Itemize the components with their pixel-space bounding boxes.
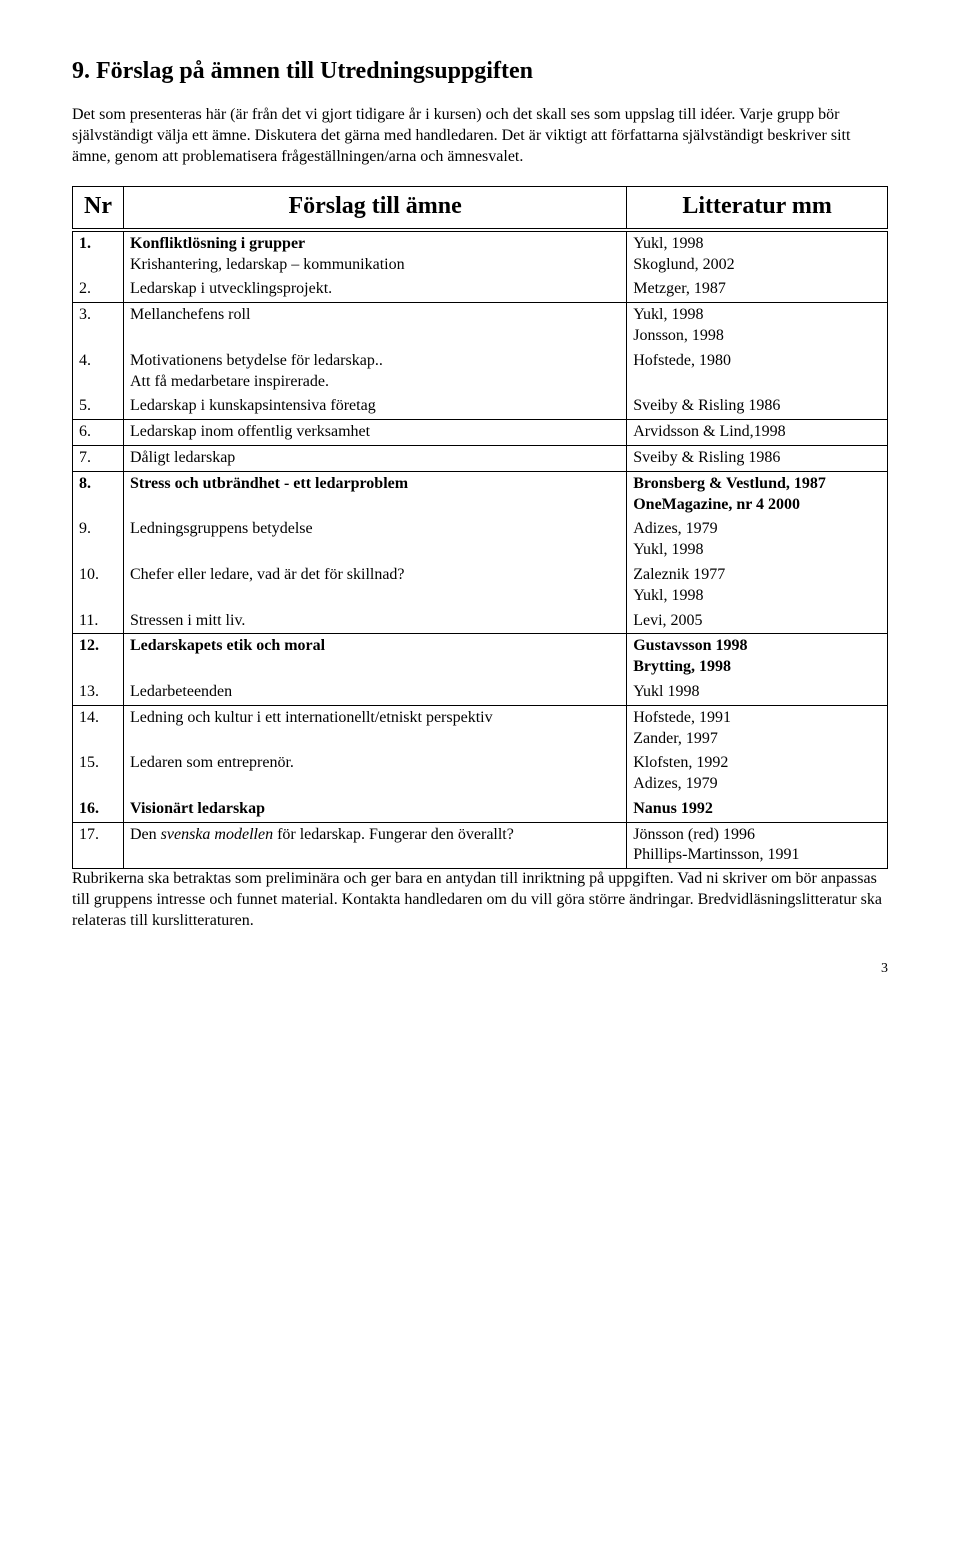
table-row: 14.Ledning och kultur i ett internatione… (73, 705, 888, 751)
table-row: 2.Ledarskap i utvecklingsprojekt.Metzger… (73, 277, 888, 302)
col-header-lit: Litteratur mm (627, 186, 888, 230)
table-row: 15.Ledaren som entreprenör.Klofsten, 199… (73, 751, 888, 797)
cell-literature: Nanus 1992 (627, 797, 888, 822)
cell-nr: 16. (73, 797, 124, 822)
cell-literature: Adizes, 1979Yukl, 1998 (627, 517, 888, 563)
cell-topic: Chefer eller ledare, vad är det för skil… (124, 563, 627, 609)
table-row: 13.LedarbeteendenYukl 1998 (73, 680, 888, 705)
table-row: 7.Dåligt ledarskapSveiby & Risling 1986 (73, 445, 888, 471)
cell-literature: Sveiby & Risling 1986 (627, 445, 888, 471)
table-row: 10.Chefer eller ledare, vad är det för s… (73, 563, 888, 609)
cell-topic: Konfliktlösning i grupperKrishantering, … (124, 230, 627, 278)
cell-literature: Metzger, 1987 (627, 277, 888, 302)
cell-nr: 10. (73, 563, 124, 609)
table-row: 1.Konfliktlösning i grupperKrishantering… (73, 230, 888, 278)
table-row: 16.Visionärt ledarskapNanus 1992 (73, 797, 888, 822)
topics-table: Nr Förslag till ämne Litteratur mm 1.Kon… (72, 186, 888, 870)
cell-literature: Yukl, 1998Jonsson, 1998 (627, 303, 888, 349)
cell-literature: Sveiby & Risling 1986 (627, 394, 888, 419)
cell-nr: 14. (73, 705, 124, 751)
cell-literature: Zaleznik 1977Yukl, 1998 (627, 563, 888, 609)
cell-literature: Levi, 2005 (627, 609, 888, 634)
cell-topic: Mellanchefens roll (124, 303, 627, 349)
cell-topic: Ledarskap inom offentlig verksamhet (124, 420, 627, 446)
cell-literature: Arvidsson & Lind,1998 (627, 420, 888, 446)
cell-nr: 3. (73, 303, 124, 349)
table-row: 4.Motivationens betydelse för ledarskap.… (73, 349, 888, 395)
cell-topic: Den svenska modellen för ledarskap. Fung… (124, 822, 627, 869)
cell-nr: 11. (73, 609, 124, 634)
table-row: 8.Stress och utbrändhet - ett ledarprobl… (73, 471, 888, 517)
cell-literature: Jönsson (red) 1996Phillips-Martinsson, 1… (627, 822, 888, 869)
table-row: 12.Ledarskapets etik och moralGustavsson… (73, 634, 888, 680)
cell-nr: 6. (73, 420, 124, 446)
cell-topic: Stress och utbrändhet - ett ledarproblem (124, 471, 627, 517)
cell-literature: Klofsten, 1992Adizes, 1979 (627, 751, 888, 797)
cell-topic: Ledarskap i kunskapsintensiva företag (124, 394, 627, 419)
cell-nr: 8. (73, 471, 124, 517)
cell-nr: 15. (73, 751, 124, 797)
intro-paragraph: Det som presenteras här (är från det vi … (72, 105, 888, 167)
cell-nr: 5. (73, 394, 124, 419)
cell-literature: Hofstede, 1980 (627, 349, 888, 395)
cell-topic: Ledaren som entreprenör. (124, 751, 627, 797)
cell-nr: 17. (73, 822, 124, 869)
cell-nr: 4. (73, 349, 124, 395)
cell-topic: Visionärt ledarskap (124, 797, 627, 822)
col-header-topic: Förslag till ämne (124, 186, 627, 230)
cell-topic: Ledarskapets etik och moral (124, 634, 627, 680)
page-number: 3 (72, 960, 888, 978)
col-header-nr: Nr (73, 186, 124, 230)
cell-literature: Gustavsson 1998Brytting, 1998 (627, 634, 888, 680)
cell-literature: Hofstede, 1991Zander, 1997 (627, 705, 888, 751)
cell-topic: Motivationens betydelse för ledarskap..A… (124, 349, 627, 395)
cell-literature: Bronsberg & Vestlund, 1987OneMagazine, n… (627, 471, 888, 517)
cell-nr: 13. (73, 680, 124, 705)
document-title: 9. Förslag på ämnen till Utredningsuppgi… (72, 56, 888, 87)
cell-nr: 7. (73, 445, 124, 471)
cell-nr: 12. (73, 634, 124, 680)
table-row: 3.Mellanchefens rollYukl, 1998Jonsson, 1… (73, 303, 888, 349)
footer-paragraph: Rubrikerna ska betraktas som preliminära… (72, 869, 888, 931)
cell-nr: 1. (73, 230, 124, 278)
cell-nr: 2. (73, 277, 124, 302)
table-row: 9.Ledningsgruppens betydelseAdizes, 1979… (73, 517, 888, 563)
cell-topic: Ledningsgruppens betydelse (124, 517, 627, 563)
cell-topic: Ledarbeteenden (124, 680, 627, 705)
cell-literature: Yukl, 1998Skoglund, 2002 (627, 230, 888, 278)
cell-topic: Ledning och kultur i ett internationellt… (124, 705, 627, 751)
table-row: 5.Ledarskap i kunskapsintensiva företagS… (73, 394, 888, 419)
cell-topic: Stressen i mitt liv. (124, 609, 627, 634)
table-row: 17.Den svenska modellen för ledarskap. F… (73, 822, 888, 869)
cell-nr: 9. (73, 517, 124, 563)
table-row: 11.Stressen i mitt liv.Levi, 2005 (73, 609, 888, 634)
cell-literature: Yukl 1998 (627, 680, 888, 705)
cell-topic: Dåligt ledarskap (124, 445, 627, 471)
table-row: 6.Ledarskap inom offentlig verksamhetArv… (73, 420, 888, 446)
cell-topic: Ledarskap i utvecklingsprojekt. (124, 277, 627, 302)
